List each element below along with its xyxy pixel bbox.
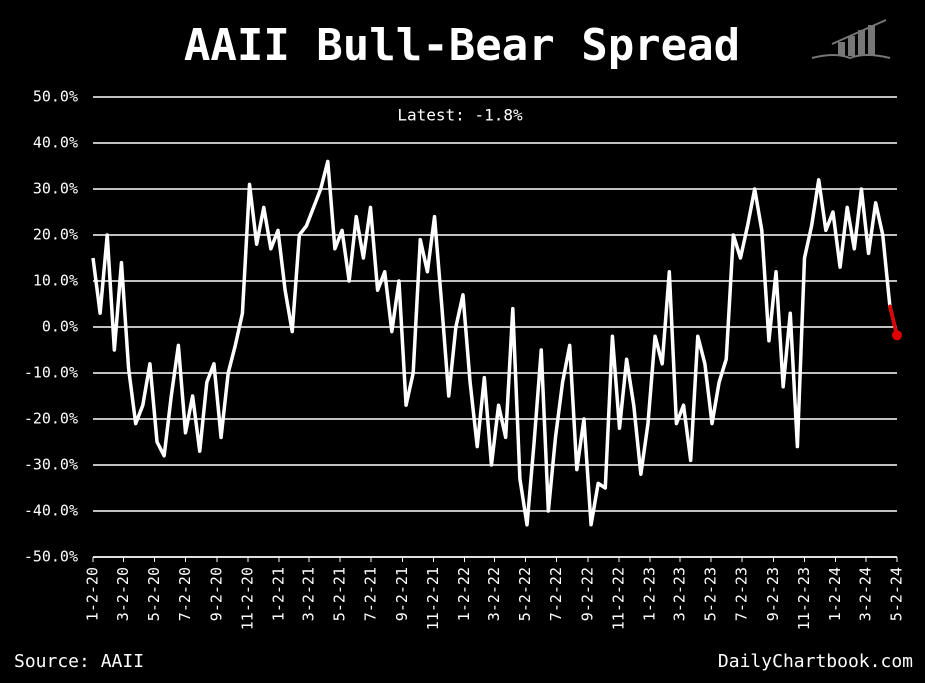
y-tick-label: -40.0% [24, 502, 78, 520]
x-tick-label: 1-2-21 [270, 567, 288, 621]
y-tick-label: 50.0% [33, 88, 78, 106]
x-tick-label: 1-2-20 [84, 567, 102, 621]
x-tick-label: 7-2-23 [732, 567, 750, 621]
data-line [91, 159, 899, 527]
x-tick-label: 11-2-22 [610, 567, 628, 630]
x-tick-label: 9-2-22 [579, 567, 597, 621]
x-tick-label: 9-2-23 [764, 567, 782, 621]
x-tick-label: 5-2-22 [516, 567, 534, 621]
x-tick-label: 1-2-24 [826, 567, 844, 621]
x-tick-label: 9-2-21 [393, 567, 411, 621]
credit: DailyChartbook.com [718, 651, 913, 672]
x-tick-label: 1-2-22 [455, 567, 473, 621]
x-tick-label: 3-2-22 [485, 567, 503, 621]
plot [91, 159, 902, 527]
x-tick-label: 5-2-20 [145, 567, 163, 621]
y-tick-label: -20.0% [24, 410, 78, 428]
x-tick-label: 7-2-22 [547, 567, 565, 621]
x-tick-label: 5-2-23 [701, 567, 719, 621]
x-tick-label: 11-2-20 [239, 567, 257, 630]
annotation: Latest: -1.8% [397, 106, 523, 125]
y-tick-label: -10.0% [24, 364, 78, 382]
logo [811, 19, 891, 60]
y-tick-label: 20.0% [33, 226, 78, 244]
y-tick-label: 40.0% [33, 134, 78, 152]
y-tick-label: 0.0% [42, 318, 78, 336]
y-tick-label: 10.0% [33, 272, 78, 290]
x-tick-label: 3-2-21 [299, 567, 317, 621]
x-tick-label: 1-2-23 [641, 567, 659, 621]
y-tick-label: -30.0% [24, 456, 78, 474]
source: Source: AAII [14, 651, 144, 672]
chart-title: AAII Bull-Bear Spread [184, 20, 740, 71]
y-tick-label: -50.0% [24, 548, 78, 566]
y-tick-label: 30.0% [33, 180, 78, 198]
x-tick-label: 5-2-21 [330, 567, 348, 621]
x-tick-label: 3-2-23 [670, 567, 688, 621]
x-tick-label: 11-2-21 [424, 567, 442, 630]
x-tick-label: 5-2-24 [888, 567, 906, 621]
x-tick-label: 7-2-20 [176, 567, 194, 621]
x-tick-label: 11-2-23 [795, 567, 813, 630]
x-tick-label: 3-2-20 [114, 567, 132, 621]
x-tick-label: 7-2-21 [361, 567, 379, 621]
latest-point [892, 330, 902, 341]
x-tick-label: 9-2-20 [208, 567, 226, 621]
x-tick-label: 3-2-24 [856, 567, 874, 621]
